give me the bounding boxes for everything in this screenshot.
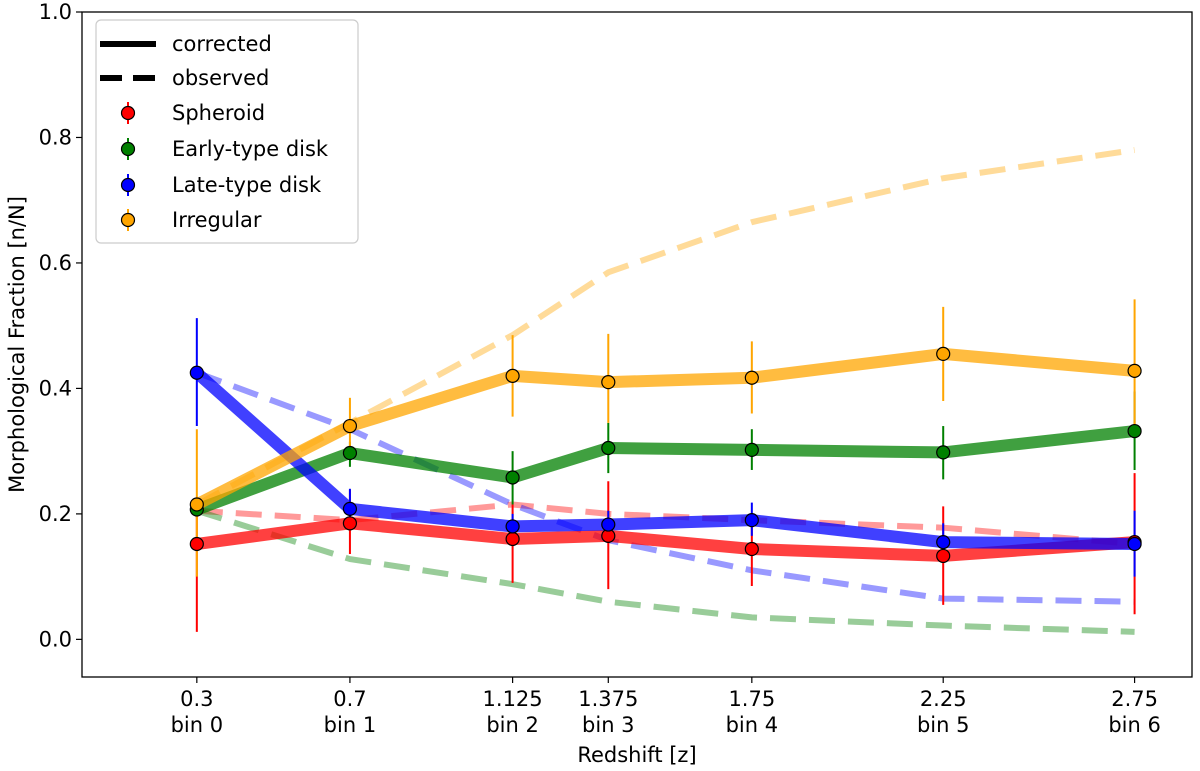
legend: corrected observed Spheroid Early-type disk…: [95, 19, 359, 244]
legend-box: [95, 19, 359, 244]
x-tick-bin-label: bin 2: [486, 713, 539, 737]
early-type-disk-marker: [601, 440, 616, 456]
y-tick-label: 0.8: [39, 125, 72, 149]
corrected-lines-layer: [192, 347, 1136, 562]
late-type-disk-marker: [1127, 536, 1142, 552]
y-axis-ticks: 0.0 0.2 0.4 0.6 0.8 1.0: [39, 0, 82, 651]
late-type-disk-marker: [505, 519, 520, 534]
irregular-marker: [936, 346, 951, 362]
x-tick-value-label: 1.125: [483, 687, 543, 711]
spheroid-marker: [505, 531, 520, 547]
early-type-disk-marker: [1127, 423, 1142, 439]
x-tick-bin-label: bin 4: [726, 713, 779, 737]
irregular-corrected-line: [194, 347, 1136, 510]
x-tick-value-label: 0.3: [180, 687, 213, 711]
x-tick-bin-label: bin 5: [917, 713, 970, 737]
early-type-disk-marker: [936, 445, 951, 460]
late-type-disk-marker: [601, 517, 616, 532]
legend-late-type-disk-label: Late-type disk: [172, 173, 322, 197]
irregular-marker: [505, 368, 520, 383]
x-tick-value-label: 0.7: [333, 687, 366, 711]
y-tick-label: 0.0: [39, 627, 72, 651]
x-tick-value-label: 2.75: [1111, 687, 1158, 711]
y-axis-title: Morphological Fraction [n/N]: [5, 196, 29, 493]
irregular-marker: [744, 370, 759, 385]
x-tick-value-label: 1.75: [728, 687, 775, 711]
x-tick-bin-label: bin 6: [1108, 713, 1161, 737]
legend-spheroid-label: Spheroid: [172, 101, 265, 125]
late-type-disk-marker: [189, 365, 204, 380]
late-type-disk-marker: [744, 513, 759, 528]
spheroid-marker: [936, 548, 951, 564]
x-tick-bin-label: bin 0: [171, 713, 224, 737]
y-tick-label: 1.0: [39, 0, 72, 24]
x-tick-value-label: 1.375: [578, 687, 638, 711]
y-tick-label: 0.6: [39, 251, 72, 275]
early-type-disk-marker: [505, 470, 520, 485]
legend-early-type-disk-label: Early-type disk: [172, 137, 329, 161]
irregular-marker: [1127, 363, 1142, 378]
spheroid-marker: [189, 536, 204, 552]
legend-irregular-marker: [120, 212, 136, 228]
legend-irregular-label: Irregular: [172, 208, 262, 232]
spheroid-marker: [744, 541, 759, 557]
legend-corrected-label: corrected: [172, 32, 272, 56]
legend-spheroid-marker: [120, 105, 136, 121]
irregular-marker: [601, 375, 616, 390]
y-tick-label: 0.2: [39, 502, 72, 526]
early-type-disk-observed-line: [195, 507, 1135, 635]
late-type-disk-marker: [936, 535, 951, 550]
irregular-marker: [342, 418, 358, 434]
irregular-marker: [189, 497, 204, 512]
legend-early-type-disk-marker: [120, 141, 136, 157]
late-type-disk-observed-line: [195, 369, 1135, 605]
markers-layer: [189, 346, 1142, 564]
early-type-disk-marker: [744, 442, 759, 457]
late-type-disk-marker: [342, 501, 358, 516]
y-tick-label: 0.4: [39, 376, 72, 400]
x-tick-value-label: 2.25: [920, 687, 967, 711]
early-type-disk-marker: [342, 445, 358, 461]
x-axis-title: Redshift [z]: [577, 743, 696, 767]
plot-area-frame: [81, 11, 1193, 678]
spheroid-marker: [342, 516, 358, 531]
x-tick-bin-label: bin 3: [582, 713, 635, 737]
legend-observed-label: observed: [172, 66, 269, 90]
error-bars-layer: [195, 299, 1136, 632]
x-tick-bin-label: bin 1: [324, 713, 377, 737]
legend-late-type-disk-marker: [120, 177, 136, 193]
